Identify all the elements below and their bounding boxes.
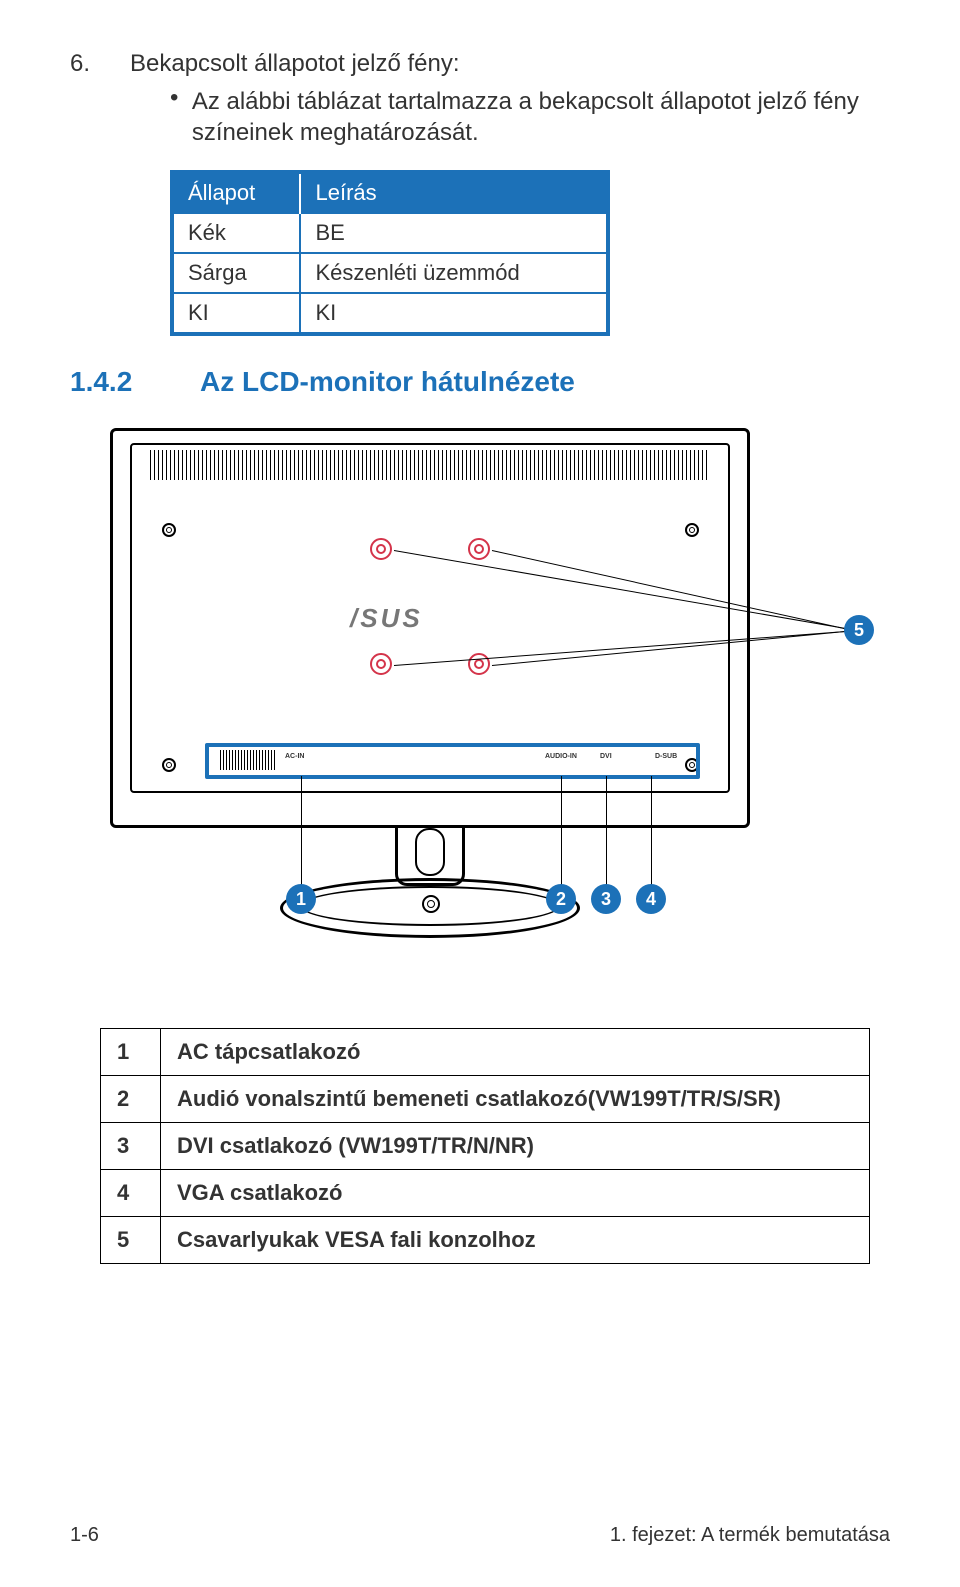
table-row: 4 VGA csatlakozó [101, 1170, 870, 1217]
monitor-diagram: /SUS AC-IN AUDIO-IN DVI D-SUB 1 2 3 4 5 [70, 428, 890, 998]
leader-line [301, 776, 302, 886]
status-header-desc: Leírás [300, 172, 608, 213]
callout-3: 3 [591, 884, 621, 914]
bullet-text: Az alábbi táblázat tartalmazza a bekapcs… [192, 86, 890, 148]
item-6-title: Bekapcsolt állapotot jelző fény: [130, 50, 890, 78]
table-row: 1 AC tápcsatlakozó [101, 1029, 870, 1076]
asus-logo: /SUS [350, 603, 423, 634]
legend-table: 1 AC tápcsatlakozó 2 Audió vonalszintű b… [100, 1028, 870, 1264]
item-6-bullet: • Az alábbi táblázat tartalmazza a bekap… [170, 86, 890, 148]
status-header-state: Állapot [172, 172, 300, 213]
section-heading: 1.4.2 Az LCD-monitor hátulnézete [70, 366, 890, 398]
bullet-mark: • [170, 86, 192, 148]
port-label-dvi: DVI [600, 753, 612, 760]
heading-text: Az LCD-monitor hátulnézete [200, 366, 575, 398]
heading-number: 1.4.2 [70, 366, 200, 398]
port-label-dsub: D-SUB [655, 753, 677, 760]
stand-slot [415, 828, 445, 876]
port-label-audio: AUDIO-IN [545, 753, 577, 760]
leader-line [561, 776, 562, 886]
item-6-block: 6. Bekapcsolt állapotot jelző fény: • Az… [70, 50, 890, 152]
port-label-ac: AC-IN [285, 753, 304, 760]
callout-5: 5 [844, 615, 874, 645]
table-row: 3 DVI csatlakozó (VW199T/TR/N/NR) [101, 1123, 870, 1170]
table-row: 2 Audió vonalszintű bemeneti csatlakozó(… [101, 1076, 870, 1123]
status-table: Állapot Leírás Kék BE Sárga Készenléti ü… [170, 170, 610, 336]
vent-top [150, 450, 710, 480]
callout-4: 4 [636, 884, 666, 914]
leader-line [651, 776, 652, 886]
page-footer: 1-6 1. fejezet: A termék bemutatása [70, 1524, 890, 1547]
item-6-number: 6. [70, 50, 130, 152]
table-row: KI KI [172, 293, 608, 334]
footer-chapter: 1. fejezet: A termék bemutatása [610, 1524, 890, 1547]
table-row: Sárga Készenléti üzemmód [172, 253, 608, 293]
footer-page-number: 1-6 [70, 1524, 99, 1547]
monitor-inner-panel [130, 443, 730, 793]
port-area-vent [220, 750, 275, 770]
table-row: 5 Csavarlyukak VESA fali konzolhoz [101, 1217, 870, 1264]
port-highlight-box [205, 743, 700, 779]
table-row: Kék BE [172, 213, 608, 253]
leader-line [606, 776, 607, 886]
